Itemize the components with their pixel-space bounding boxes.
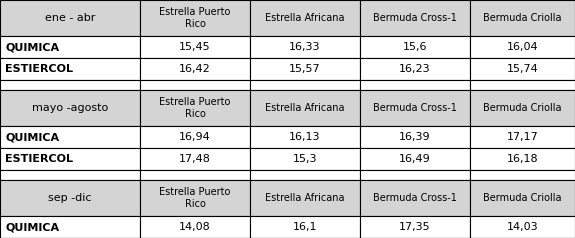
Text: Bermuda Cross-1: Bermuda Cross-1 — [373, 103, 457, 113]
Bar — [360, 58, 470, 80]
Bar — [140, 80, 250, 90]
Bar — [360, 148, 470, 170]
Bar — [470, 80, 575, 90]
Text: 17,48: 17,48 — [179, 154, 211, 164]
Bar — [0, 170, 140, 180]
Bar — [140, 58, 250, 80]
Bar — [0, 0, 140, 36]
Bar — [470, 58, 575, 80]
Bar — [140, 126, 250, 148]
Bar — [0, 148, 140, 170]
Text: ESTIERCOL: ESTIERCOL — [5, 64, 73, 74]
Bar — [360, 180, 470, 216]
Bar — [0, 36, 140, 58]
Text: 17,35: 17,35 — [399, 222, 431, 232]
Text: sep -dic: sep -dic — [48, 193, 92, 203]
Text: Bermuda Cross-1: Bermuda Cross-1 — [373, 193, 457, 203]
Bar — [250, 80, 360, 90]
Bar — [470, 170, 575, 180]
Text: 15,6: 15,6 — [402, 42, 427, 52]
Text: 15,45: 15,45 — [179, 42, 211, 52]
Text: 17,17: 17,17 — [507, 132, 538, 142]
Bar — [360, 80, 470, 90]
Text: Bermuda Cross-1: Bermuda Cross-1 — [373, 13, 457, 23]
Bar — [250, 0, 360, 36]
Bar — [0, 58, 140, 80]
Bar — [0, 126, 140, 148]
Text: 16,04: 16,04 — [507, 42, 538, 52]
Bar — [250, 148, 360, 170]
Bar — [140, 0, 250, 36]
Bar — [360, 0, 470, 36]
Bar — [250, 170, 360, 180]
Bar — [0, 180, 140, 216]
Text: 16,23: 16,23 — [399, 64, 431, 74]
Bar — [470, 216, 575, 238]
Text: mayo -agosto: mayo -agosto — [32, 103, 108, 113]
Bar — [140, 148, 250, 170]
Text: ene - abr: ene - abr — [45, 13, 95, 23]
Bar — [140, 216, 250, 238]
Text: 16,39: 16,39 — [399, 132, 431, 142]
Bar — [470, 180, 575, 216]
Bar — [470, 126, 575, 148]
Text: 16,94: 16,94 — [179, 132, 211, 142]
Bar — [0, 90, 140, 126]
Bar — [250, 180, 360, 216]
Bar — [140, 170, 250, 180]
Bar — [470, 148, 575, 170]
Text: 15,74: 15,74 — [507, 64, 538, 74]
Text: QUIMICA: QUIMICA — [5, 222, 59, 232]
Text: Bermuda Criolla: Bermuda Criolla — [483, 13, 562, 23]
Text: 16,33: 16,33 — [289, 42, 321, 52]
Text: 16,18: 16,18 — [507, 154, 538, 164]
Bar — [0, 80, 140, 90]
Bar — [360, 216, 470, 238]
Text: 16,42: 16,42 — [179, 64, 211, 74]
Text: Estrella Puerto
Rico: Estrella Puerto Rico — [159, 7, 231, 29]
Bar — [250, 216, 360, 238]
Text: 14,03: 14,03 — [507, 222, 538, 232]
Text: Bermuda Criolla: Bermuda Criolla — [483, 103, 562, 113]
Bar — [360, 170, 470, 180]
Text: Estrella Africana: Estrella Africana — [265, 193, 345, 203]
Text: Estrella Africana: Estrella Africana — [265, 103, 345, 113]
Bar — [250, 58, 360, 80]
Text: Estrella Puerto
Rico: Estrella Puerto Rico — [159, 187, 231, 209]
Text: QUIMICA: QUIMICA — [5, 132, 59, 142]
Text: Estrella Puerto
Rico: Estrella Puerto Rico — [159, 97, 231, 119]
Text: 15,57: 15,57 — [289, 64, 321, 74]
Text: ESTIERCOL: ESTIERCOL — [5, 154, 73, 164]
Bar — [140, 36, 250, 58]
Text: QUIMICA: QUIMICA — [5, 42, 59, 52]
Text: 14,08: 14,08 — [179, 222, 211, 232]
Text: Bermuda Criolla: Bermuda Criolla — [483, 193, 562, 203]
Bar — [250, 126, 360, 148]
Text: 16,49: 16,49 — [399, 154, 431, 164]
Bar — [0, 216, 140, 238]
Bar — [360, 36, 470, 58]
Text: 16,13: 16,13 — [289, 132, 321, 142]
Bar — [360, 126, 470, 148]
Bar — [250, 36, 360, 58]
Bar — [140, 180, 250, 216]
Bar — [360, 90, 470, 126]
Bar — [470, 0, 575, 36]
Text: 15,3: 15,3 — [293, 154, 317, 164]
Bar — [140, 90, 250, 126]
Text: Estrella Africana: Estrella Africana — [265, 13, 345, 23]
Bar — [470, 36, 575, 58]
Bar — [250, 90, 360, 126]
Bar — [470, 90, 575, 126]
Text: 16,1: 16,1 — [293, 222, 317, 232]
